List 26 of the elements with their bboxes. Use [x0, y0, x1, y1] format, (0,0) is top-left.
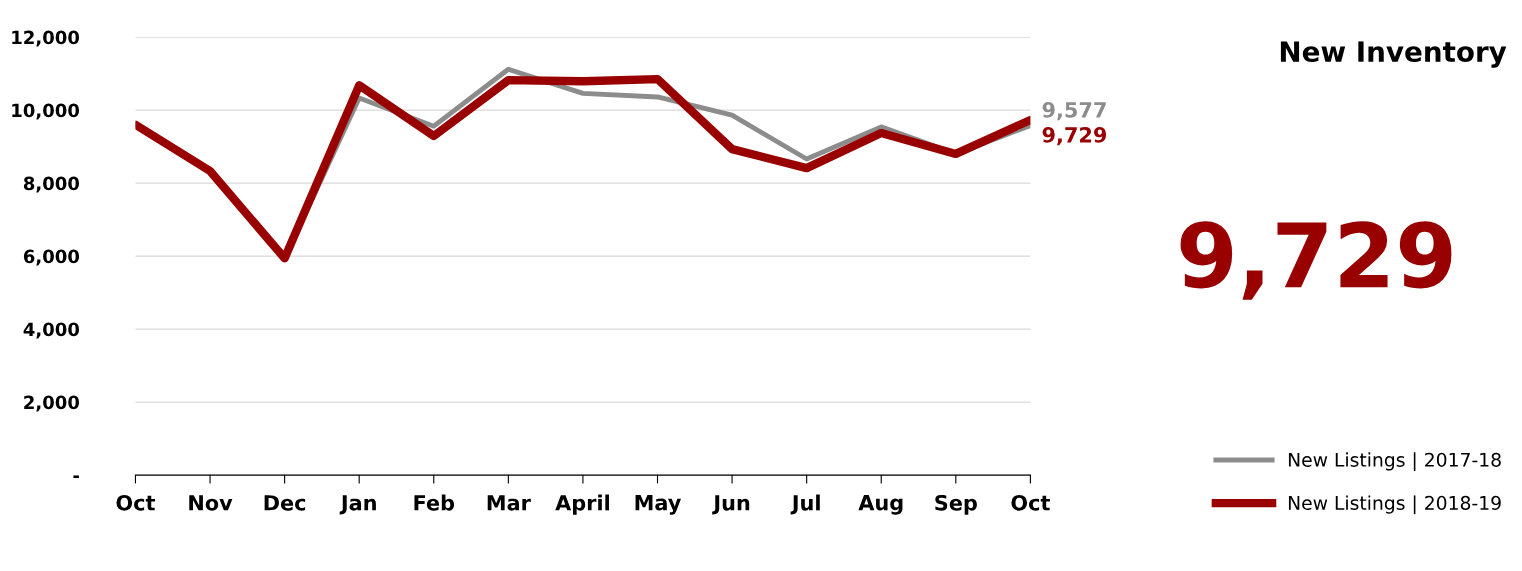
x-tick-label: Sep — [935, 494, 977, 515]
x-tick-label: Jul — [790, 494, 820, 515]
legend-label: New Listings | 2018-19 — [1288, 495, 1501, 515]
y-tick-label: 6,000 — [23, 249, 80, 266]
x-tick-label: Oct — [116, 494, 155, 511]
y-tick-label: 8,000 — [23, 176, 80, 193]
x-tick-label: May — [635, 494, 681, 515]
x-tick-label: Jun — [712, 495, 750, 515]
legend-label: New Listings | 2017-18 — [1288, 452, 1501, 472]
x-tick-label: Aug — [858, 494, 903, 515]
text: 9,729 — [1180, 221, 1452, 300]
data-label: 9,729 — [1042, 126, 1107, 146]
y-tick-label: 12,000 — [12, 30, 80, 47]
x-tick-label: April — [555, 494, 609, 515]
y-tick-label: 2,000 — [24, 395, 80, 412]
data-label: 9,577 — [1042, 101, 1106, 121]
x-tick-label: Jan — [339, 495, 376, 515]
y-tick-label: 4,000 — [23, 322, 80, 339]
text: New Inventory — [1280, 41, 1507, 68]
x-tick-label: Feb — [414, 494, 455, 511]
x-tick-label: Oct — [1011, 494, 1050, 511]
x-tick-label: Mar — [487, 495, 531, 511]
y-tick-label: - — [73, 475, 79, 479]
y-tick-label: 10,000 — [12, 103, 80, 120]
x-tick-label: Nov — [189, 495, 233, 511]
x-tick-label: Dec — [264, 495, 306, 511]
